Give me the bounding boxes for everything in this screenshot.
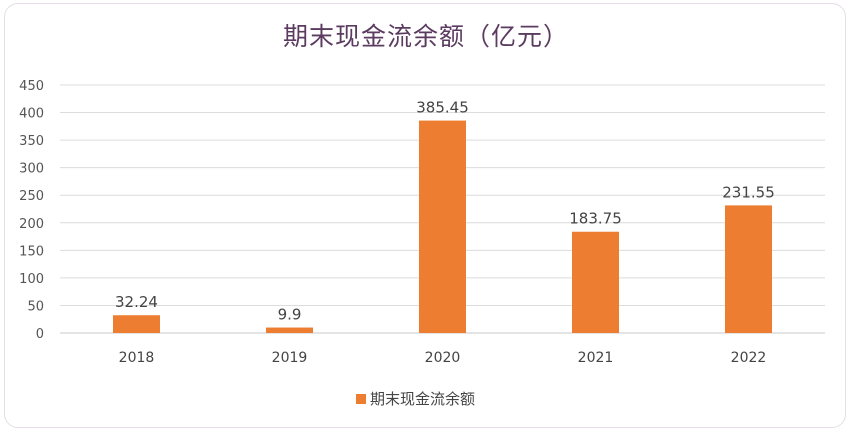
x-tick-label: 2022 [731, 350, 767, 366]
y-tick-label: 250 [19, 189, 44, 204]
y-tick-label: 450 [19, 79, 44, 94]
y-tick-label: 0 [36, 327, 44, 342]
data-label: 385.45 [416, 99, 469, 117]
y-tick-label: 350 [19, 134, 44, 149]
gridlines [60, 84, 825, 334]
x-tick-label: 2019 [272, 350, 308, 366]
legend: 期末现金流余额 [356, 390, 475, 408]
y-tick-label: 100 [19, 272, 44, 287]
data-label: 32.24 [115, 293, 158, 311]
data-labels: 32.24 9.9 385.45 183.75 231.55 [115, 99, 775, 324]
legend-label: 期末现金流余额 [370, 390, 475, 408]
x-tick-label: 2020 [425, 350, 461, 366]
y-tick-label: 50 [27, 299, 44, 314]
bars [113, 120, 772, 333]
legend-swatch [356, 394, 366, 404]
y-tick-label: 400 [19, 107, 44, 122]
x-axis-ticks: 2018 2019 2020 2021 2022 [119, 350, 767, 366]
bar [419, 120, 466, 333]
y-tick-label: 300 [19, 162, 44, 177]
chart-title: 期末现金流余额（亿元） [283, 22, 569, 51]
bar [725, 205, 772, 333]
y-axis-ticks: 0 50 100 150 200 250 300 350 400 450 [19, 79, 44, 342]
x-tick-label: 2021 [578, 350, 614, 366]
bar [113, 315, 160, 333]
data-label: 183.75 [569, 210, 622, 228]
data-label: 9.9 [278, 306, 302, 324]
bar [572, 231, 619, 333]
y-tick-label: 150 [19, 244, 44, 259]
data-label: 231.55 [722, 183, 775, 201]
y-tick-label: 200 [19, 217, 44, 232]
bar [266, 327, 313, 333]
x-tick-label: 2018 [119, 350, 155, 366]
